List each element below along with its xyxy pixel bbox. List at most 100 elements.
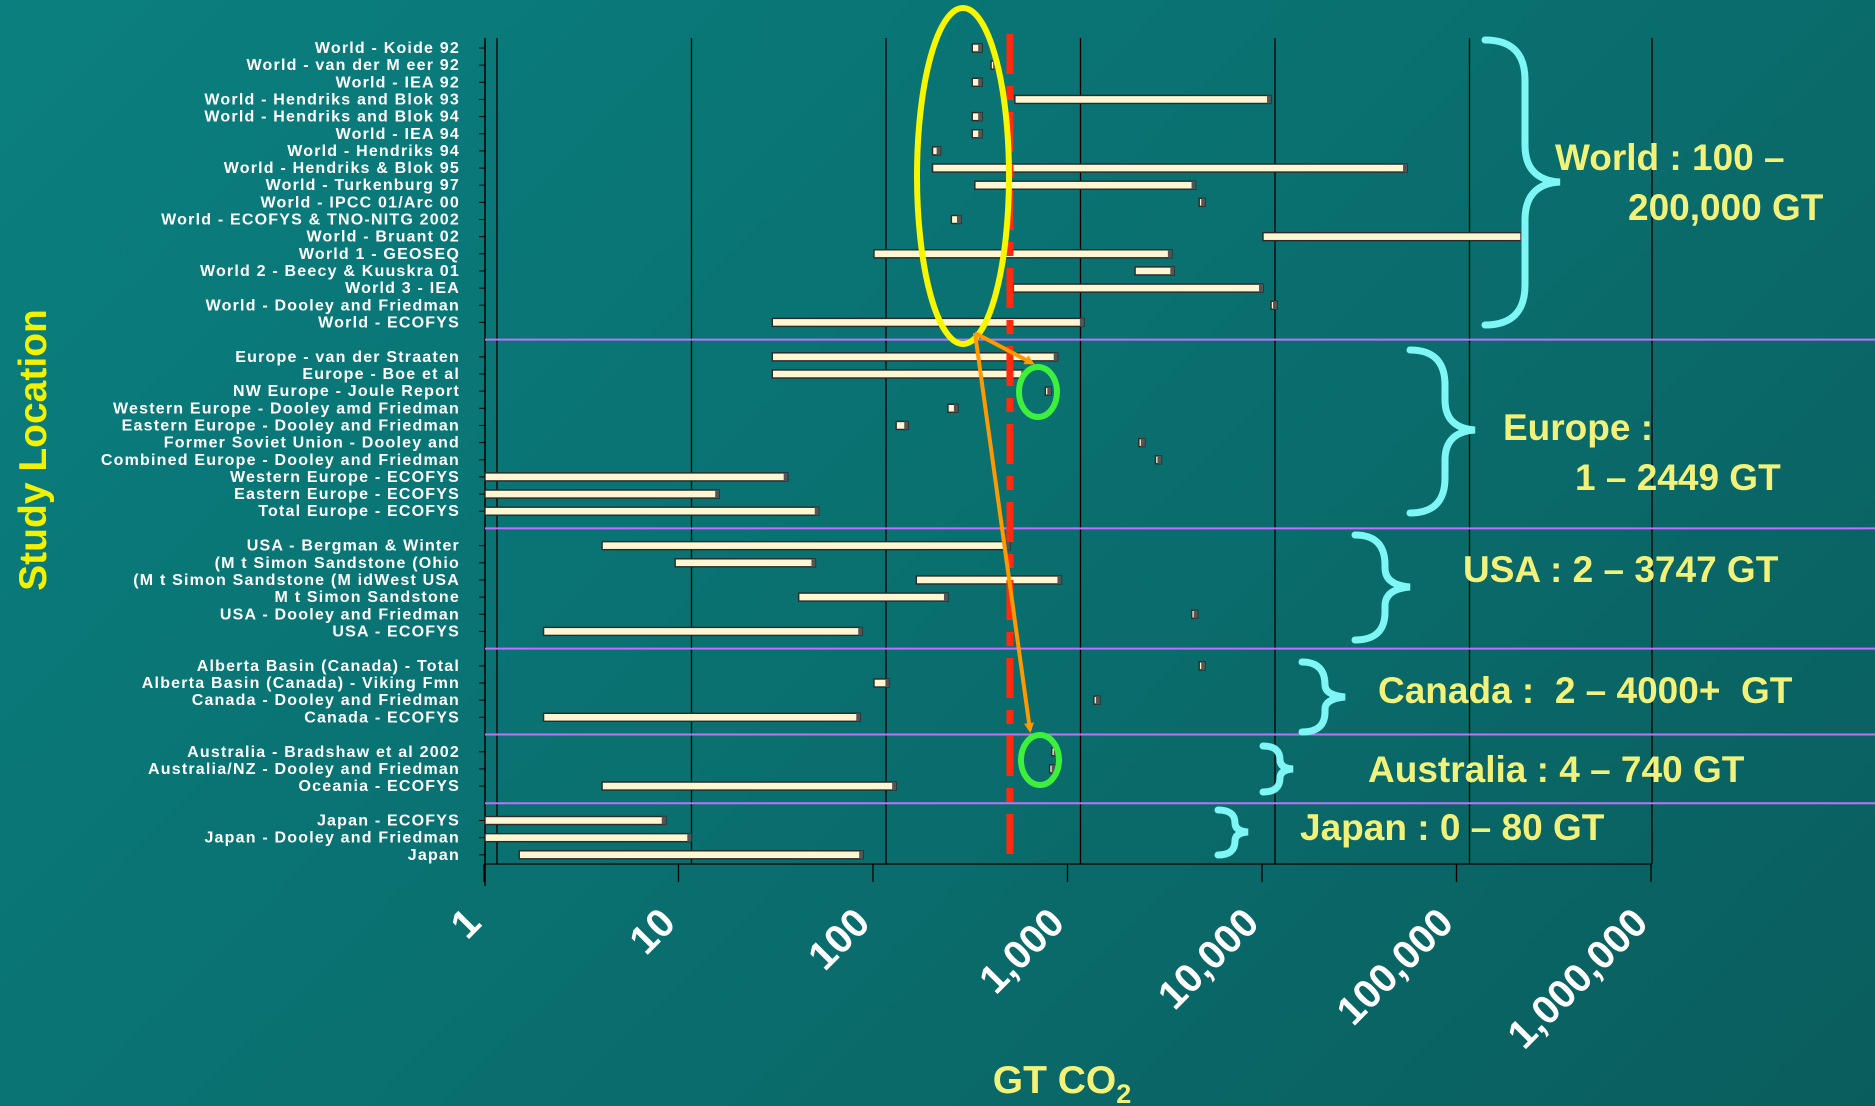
x-tick-label: 1,000 <box>971 900 1073 1002</box>
arrow-to-europe <box>974 331 1035 365</box>
annotation-europe-line2: 1 – 2449 GT <box>1575 457 1781 498</box>
annotation-europe-line1: Europe : <box>1503 407 1653 448</box>
x-tick-label: 1 <box>443 900 490 947</box>
annotation-australia: Australia : 4 – 740 GT <box>1368 749 1745 790</box>
row-label: USA - Dooley and Friedman <box>220 606 460 623</box>
row-label: Total Europe - ECOFYS <box>258 503 460 520</box>
row-label: Japan <box>408 847 460 864</box>
range-bar <box>518 850 864 860</box>
row-label: World - IPCC 01/Arc 00 <box>261 194 461 211</box>
range-bar <box>484 832 693 843</box>
row-label: World - Hendriks and Blok 93 <box>204 91 460 108</box>
range-bar-end <box>1157 455 1162 464</box>
highlight-circle-australia <box>1018 732 1062 788</box>
range-bar <box>915 575 1063 585</box>
row-label: (M t Simon Sandstone (M idWest USA <box>133 572 460 589</box>
brace-world <box>1481 36 1561 329</box>
row-label: World - van der M eer 92 <box>247 57 460 74</box>
range-bar <box>931 146 942 156</box>
range-bar <box>542 626 863 637</box>
range-bar <box>771 369 1027 379</box>
range-bar-end <box>1047 387 1052 396</box>
range-bar <box>542 712 861 722</box>
annotation-world-line2: 200,000 GT <box>1628 187 1824 228</box>
range-bar-end <box>953 404 958 413</box>
range-bar <box>797 592 949 602</box>
range-bar-end <box>1167 249 1172 258</box>
row-label: (M t Simon Sandstone (Ohio <box>215 555 460 572</box>
row-label: World - Dooley and Friedman <box>206 297 460 314</box>
row-label: World - ECOFYS & TNO-NITG 2002 <box>161 212 460 229</box>
range-bar-end <box>904 421 909 430</box>
x-axis-title: GT CO2 <box>993 1059 1132 1106</box>
range-bar-end <box>1273 301 1278 310</box>
row-label: Australia - Bradshaw et al 2002 <box>187 744 460 761</box>
range-bar-end <box>1051 764 1056 773</box>
row-label: USA - ECOFYS <box>332 623 460 640</box>
x-tick-label: 10,000 <box>1150 900 1268 1018</box>
row-label: World 2 - Beecy & Kuuskra 01 <box>200 263 460 280</box>
highlight-circle-europe <box>1016 364 1060 420</box>
range-bar-end <box>936 146 941 155</box>
range-bar-end <box>811 558 816 567</box>
row-label: World - IEA 94 <box>336 126 460 143</box>
row-label: World - Koide 92 <box>315 40 460 57</box>
range-bar-end <box>1201 198 1206 207</box>
range-bar-end <box>956 215 961 224</box>
row-label: World 1 - GEOSEQ <box>299 246 460 263</box>
range-bar-end <box>978 44 983 52</box>
range-bar-end <box>943 593 948 602</box>
range-bar-end <box>1005 541 1010 550</box>
x-tick-labels: 1 10 100 1,000 10,000 100,000 1,000,000 <box>443 900 1657 1057</box>
row-label: Japan - ECOFYS <box>317 813 460 830</box>
range-bar <box>771 317 1085 328</box>
range-bar-end <box>1193 610 1198 619</box>
range-bar-end <box>1057 575 1062 584</box>
range-bar <box>484 489 720 499</box>
range-bar-end <box>814 507 819 516</box>
plot-area <box>485 38 1652 864</box>
annotation-usa: USA : 2 – 3747 GT <box>1463 549 1779 590</box>
range-bar-end <box>978 129 983 138</box>
row-label: Europe - Boe et al <box>302 366 460 383</box>
row-label: World - Turkenburg 97 <box>266 177 460 194</box>
x-tick-label: 100 <box>800 900 878 978</box>
range-bar-end <box>1170 266 1175 275</box>
range-bar <box>1012 283 1264 293</box>
row-label: NW Europe - Joule Report <box>233 383 460 400</box>
range-bar-end <box>1403 164 1408 173</box>
row-label: Oceania - ECOFYS <box>299 778 460 795</box>
range-bar-end <box>1191 181 1196 190</box>
range-bar <box>601 540 1011 551</box>
range-bar <box>1134 266 1176 276</box>
row-label: World - Bruant 02 <box>307 229 460 246</box>
gridlines <box>479 38 1653 886</box>
brace-japan <box>1214 806 1249 859</box>
row-label: M t Simon Sandstone <box>275 589 460 606</box>
range-bar-end <box>858 627 863 636</box>
arrow-to-australia <box>973 332 1034 733</box>
range-bar <box>601 781 897 791</box>
row-label: Former Soviet Union - Dooley and <box>164 435 460 452</box>
range-bar-end <box>1140 438 1145 447</box>
brace-europe <box>1406 346 1476 517</box>
brace-australia <box>1259 742 1294 796</box>
row-label: USA - Bergman & Winter <box>247 538 460 555</box>
row-label: World - Hendriks 94 <box>287 143 460 160</box>
range-bar-end <box>1079 318 1084 327</box>
highlight-ellipse <box>914 5 1012 347</box>
row-label: Canada - Dooley and Friedman <box>192 692 460 709</box>
range-bar <box>931 163 1408 173</box>
annotation-world-line1: World : 100 – <box>1555 137 1785 178</box>
range-bar-end <box>885 679 890 687</box>
range-bar <box>484 472 789 482</box>
row-label: Alberta Basin (Canada) - Viking Fmn <box>142 675 460 692</box>
range-bar-end <box>1267 95 1272 104</box>
row-label: Alberta Basin (Canada) - Total <box>197 658 460 675</box>
range-bar-end <box>1095 696 1100 705</box>
row-label: Western Europe - Dooley amd Friedman <box>113 400 460 417</box>
x-tick-label: 10 <box>621 900 684 963</box>
range-bar-end <box>859 850 864 859</box>
